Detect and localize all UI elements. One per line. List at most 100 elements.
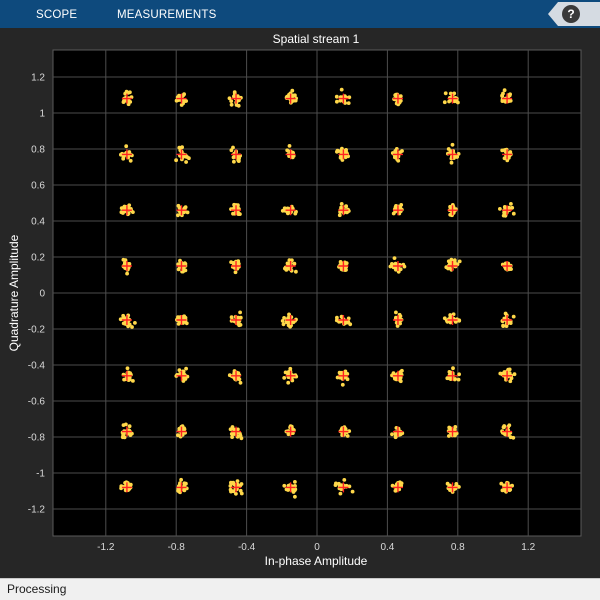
- reference-plus: [176, 482, 187, 493]
- received-point: [181, 379, 186, 383]
- y-tick-label: -0.6: [28, 397, 46, 408]
- received-point: [228, 487, 233, 492]
- received-point: [335, 315, 339, 320]
- received-point: [293, 494, 297, 499]
- reference-plus: [121, 315, 132, 325]
- received-point: [398, 432, 403, 437]
- reference-plus: [285, 482, 296, 493]
- received-point: [184, 160, 189, 164]
- received-point: [229, 315, 234, 320]
- received-point: [502, 210, 507, 215]
- received-point: [338, 375, 343, 380]
- received-point: [498, 371, 503, 376]
- received-point: [282, 316, 286, 320]
- reference-plus: [231, 426, 242, 437]
- received-point: [335, 375, 340, 380]
- reference-plus: [338, 261, 349, 271]
- received-point: [131, 379, 135, 383]
- received-point: [122, 377, 126, 382]
- received-point: [231, 211, 235, 216]
- x-tick-label: -0.4: [238, 542, 256, 553]
- received-point: [293, 211, 298, 216]
- tab-measurements[interactable]: MEASUREMENTS: [117, 9, 217, 21]
- y-tick-label: 1.2: [31, 73, 45, 84]
- y-tick-label: 0.8: [31, 145, 45, 156]
- received-point: [174, 374, 179, 378]
- received-point: [238, 310, 243, 315]
- reference-plus: [121, 370, 132, 381]
- received-point: [238, 488, 243, 493]
- y-tick-label: -1: [36, 469, 45, 480]
- received-point: [280, 208, 285, 213]
- y-tick-label: -0.8: [28, 433, 46, 444]
- reference-plus: [231, 261, 242, 271]
- tab-scope[interactable]: SCOPE: [36, 9, 78, 21]
- reference-plus: [338, 205, 349, 216]
- reference-plus: [121, 93, 132, 104]
- received-point: [347, 484, 352, 489]
- received-point: [282, 483, 287, 488]
- received-point: [447, 434, 451, 438]
- received-point: [446, 259, 451, 264]
- received-point: [284, 487, 289, 492]
- received-point: [291, 320, 296, 325]
- received-point: [128, 158, 133, 163]
- reference-plus: [392, 426, 403, 437]
- received-point: [444, 265, 449, 270]
- received-point: [182, 488, 187, 492]
- reference-plus: [502, 93, 513, 104]
- reference-plus: [285, 205, 296, 216]
- reference-plus: [338, 426, 349, 437]
- reference-plus: [392, 149, 403, 160]
- help-icon[interactable]: ?: [562, 5, 580, 23]
- received-point: [227, 373, 232, 378]
- chart-title: Spatial stream 1: [273, 32, 360, 46]
- received-point: [502, 424, 507, 428]
- received-point: [457, 318, 462, 323]
- received-point: [185, 210, 190, 215]
- received-point: [177, 368, 182, 372]
- reference-plus: [176, 205, 187, 216]
- y-axis-label: Quadrature Amplitude: [7, 234, 21, 351]
- received-point: [336, 149, 341, 153]
- received-point: [187, 156, 191, 161]
- received-point: [457, 372, 461, 377]
- received-point: [294, 269, 298, 274]
- received-point: [229, 99, 234, 103]
- status-bar: Processing: [0, 578, 600, 600]
- received-point: [511, 211, 516, 216]
- received-point: [292, 261, 297, 266]
- received-point: [231, 489, 236, 494]
- reference-plus: [392, 482, 403, 493]
- received-point: [293, 98, 298, 103]
- constellation-plot: -1.2 -0.8 -0.4 0 0.4 0.8 1.2 -1.2 -1 -0.8 -0.6 -0.…: [0, 28, 600, 578]
- reference-plus: [502, 205, 513, 216]
- received-point: [339, 267, 344, 272]
- received-point: [235, 479, 240, 483]
- received-point: [398, 94, 403, 99]
- y-tick-label: -0.4: [28, 361, 46, 372]
- reference-plus: [447, 315, 458, 325]
- received-point: [447, 483, 452, 488]
- x-tick-labels: -1.2 -0.8 -0.4 0 0.4 0.8 1.2: [97, 542, 535, 553]
- received-point: [180, 145, 185, 150]
- received-point: [339, 202, 344, 206]
- received-point: [337, 213, 342, 218]
- reference-plus: [231, 205, 242, 216]
- received-point: [448, 320, 453, 325]
- received-point: [512, 372, 517, 377]
- received-point: [456, 377, 461, 382]
- received-point: [283, 370, 288, 375]
- y-tick-label: -0.2: [28, 325, 46, 336]
- received-point: [229, 102, 234, 107]
- received-point: [457, 259, 462, 264]
- received-point: [130, 325, 134, 329]
- received-point: [502, 88, 507, 93]
- received-point: [182, 481, 187, 486]
- received-point: [346, 154, 350, 159]
- received-point: [124, 144, 129, 149]
- received-point: [286, 380, 291, 385]
- reference-plus: [447, 482, 458, 493]
- received-point: [395, 324, 400, 328]
- reference-plus: [502, 315, 513, 325]
